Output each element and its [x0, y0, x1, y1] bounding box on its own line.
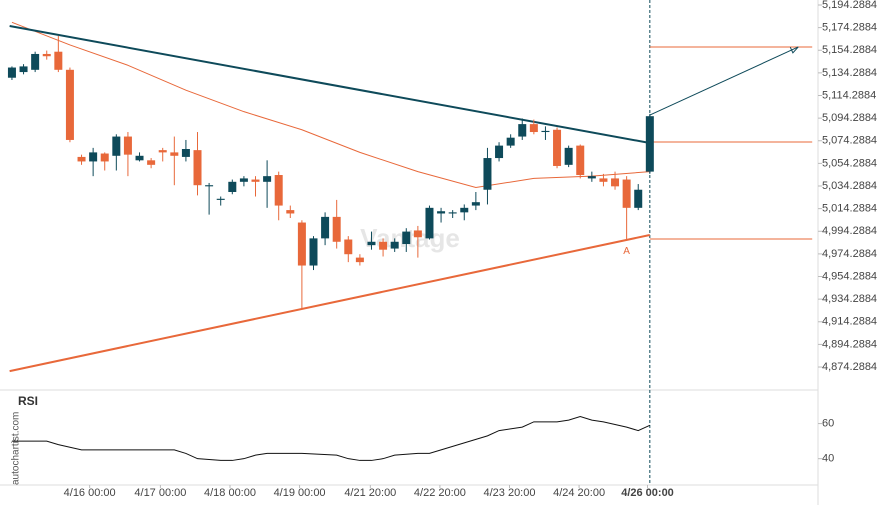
y-tick-label: 5,134.2884: [822, 67, 877, 79]
rsi-line: [11, 416, 651, 461]
y-tick-label: 4,914.2884: [822, 316, 877, 328]
candle-body: [7, 67, 16, 78]
y-tick-label: 4,954.2884: [822, 270, 877, 282]
y-tick-label: 4,934.2884: [822, 293, 877, 305]
candle-body: [460, 207, 469, 213]
candle-body: [425, 207, 434, 239]
candle-body: [471, 202, 480, 206]
candle-body: [576, 145, 585, 176]
y-tick-label: 4,994.2884: [822, 225, 877, 237]
candle-body: [611, 178, 620, 187]
candle-body: [390, 241, 399, 249]
candle-body: [645, 116, 654, 172]
y-tick-label: 5,074.2884: [822, 135, 877, 147]
candle-body: [321, 216, 330, 239]
candle-body: [112, 136, 121, 156]
candle-body: [309, 238, 318, 266]
candle-body: [541, 130, 550, 133]
x-tick-label: 4/21 20:00: [344, 487, 396, 499]
candle-body: [228, 181, 237, 192]
x-tick-label: 4/24 20:00: [553, 487, 605, 499]
arrow-head: [789, 46, 799, 54]
candle-body: [297, 222, 306, 266]
candle-body: [89, 152, 98, 162]
candle-body: [506, 137, 515, 146]
candle-body: [193, 150, 202, 186]
candle-body: [263, 176, 272, 182]
candle-body: [332, 216, 341, 242]
candle-body: [622, 179, 631, 208]
candle-body: [529, 124, 538, 133]
candle-body: [483, 158, 492, 190]
candle-body: [274, 175, 283, 206]
x-tick-label: 4/22 20:00: [414, 487, 466, 499]
candle-body: [19, 66, 28, 73]
candle-body: [587, 176, 596, 179]
candle-body: [355, 257, 364, 263]
candle-body: [437, 211, 446, 214]
candle-body: [402, 231, 411, 245]
candle-body: [123, 136, 132, 155]
candle-body: [553, 129, 562, 166]
candle-body: [181, 148, 190, 157]
forecast-arrow: [649, 46, 799, 116]
candle-body: [379, 241, 388, 250]
candle-body: [518, 124, 527, 137]
x-tick-label: 4/26 00:00: [621, 487, 674, 499]
candle-body: [100, 153, 109, 162]
candle-body: [344, 239, 353, 255]
candle-body: [239, 178, 248, 182]
candle-body: [413, 230, 422, 238]
x-tick-label: 4/17 00:00: [134, 487, 186, 499]
candle-body: [42, 53, 51, 57]
y-tick-label: 5,194.2884: [822, 0, 877, 11]
candle-body: [158, 150, 167, 153]
y-tick-label: 5,014.2884: [822, 203, 877, 215]
y-tick-label: 4,974.2884: [822, 248, 877, 260]
moving-average: [11, 21, 650, 188]
y-tick-label: 5,054.2884: [822, 157, 877, 169]
y-tick-label: 5,034.2884: [822, 180, 877, 192]
y-tick-label: 5,094.2884: [822, 112, 877, 124]
y-tick-label: 5,174.2884: [822, 22, 877, 34]
source-watermark: autochartist.com: [11, 412, 22, 485]
pattern-annotation: A: [623, 246, 630, 257]
candle-body: [65, 69, 74, 140]
x-tick-label: 4/18 00:00: [204, 487, 256, 499]
candle-body: [564, 147, 573, 165]
candle-body: [367, 241, 376, 246]
candle-body: [77, 156, 86, 162]
y-tick-label: 5,114.2884: [822, 89, 876, 101]
candle-body: [54, 51, 63, 70]
trendline: [9, 25, 651, 144]
candle-body: [251, 179, 260, 182]
candle-body: [205, 185, 214, 187]
rsi-title: RSI: [18, 394, 38, 408]
candle-body: [448, 212, 457, 214]
candle-body: [286, 210, 295, 214]
y-tick-label: 5,154.2884: [822, 44, 877, 56]
candle-body: [599, 178, 608, 182]
candle-body: [147, 160, 156, 165]
candle-body: [634, 189, 643, 208]
x-tick-label: 4/16 00:00: [64, 487, 116, 499]
x-tick-label: 4/19 00:00: [274, 487, 326, 499]
x-tick-label: 4/23 20:00: [483, 487, 535, 499]
candle-body: [135, 155, 144, 161]
candle-body: [170, 152, 179, 156]
candle-body: [216, 198, 225, 200]
y-tick-label: 4,874.2884: [822, 361, 877, 373]
trendline: [9, 234, 651, 373]
y-tick-label: 4,894.2884: [822, 338, 877, 350]
candle-body: [31, 53, 40, 70]
rsi-tick-label: 40: [822, 453, 834, 465]
candle-body: [495, 145, 504, 159]
rsi-tick-label: 60: [822, 417, 834, 429]
